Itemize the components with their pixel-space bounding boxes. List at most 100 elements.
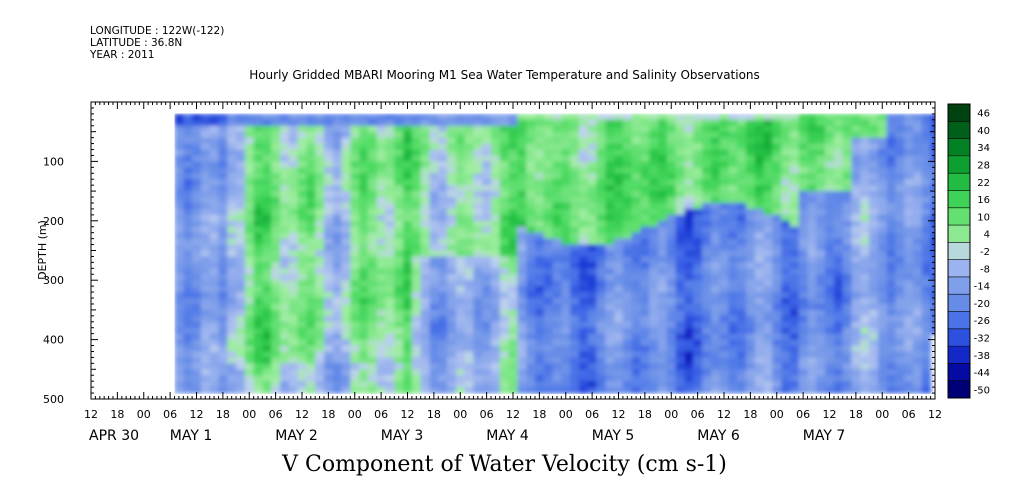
heatmap-cell <box>798 315 809 323</box>
heatmap-cell <box>288 387 299 394</box>
heatmap-cell <box>447 327 457 335</box>
heatmap-cell <box>877 369 888 376</box>
heatmap-cell <box>552 113 562 121</box>
heatmap-cell <box>403 345 413 353</box>
heatmap-cell <box>877 191 888 198</box>
heatmap-cell <box>622 185 633 192</box>
heatmap-cell <box>851 345 861 353</box>
heatmap-cell <box>323 137 334 145</box>
heatmap-cell <box>350 137 360 145</box>
heatmap-cell <box>482 363 492 370</box>
heatmap-cell <box>658 137 668 145</box>
heatmap-cell <box>350 143 360 151</box>
heatmap-cell <box>842 381 853 388</box>
heatmap-cell <box>218 113 228 121</box>
heatmap-cell <box>798 155 809 162</box>
heatmap-cell <box>860 298 870 305</box>
heatmap-cell <box>271 131 281 139</box>
heatmap-cell <box>614 167 624 174</box>
heatmap-cell <box>508 375 518 382</box>
heatmap-cell <box>587 274 598 281</box>
heatmap-cell <box>447 292 457 299</box>
heatmap-cell <box>693 274 703 281</box>
heatmap-cell <box>420 232 431 240</box>
heatmap-cell <box>271 113 281 121</box>
heatmap-cell <box>833 155 844 162</box>
heatmap-cell <box>789 369 800 376</box>
heatmap-cell <box>200 179 211 186</box>
heatmap-cell <box>728 202 738 210</box>
heatmap-cell <box>367 226 378 234</box>
heatmap-cell <box>350 179 360 186</box>
heatmap-cell <box>403 274 413 281</box>
heatmap-cell <box>473 381 483 388</box>
heatmap-cell <box>658 191 668 198</box>
heatmap-cell <box>781 256 791 263</box>
heatmap-cell <box>473 298 483 305</box>
heatmap-cell <box>631 387 642 394</box>
heatmap-cell <box>666 309 677 317</box>
heatmap-cell <box>209 280 220 287</box>
heatmap-cell <box>403 363 413 370</box>
heatmap-cell <box>693 137 703 145</box>
heatmap-cell <box>464 131 475 139</box>
heatmap-cell <box>236 250 246 258</box>
heatmap-cell <box>288 179 299 186</box>
heatmap-cell <box>376 161 387 168</box>
heatmap-cell <box>411 197 422 204</box>
heatmap-cell <box>534 351 545 359</box>
heatmap-cell <box>728 161 738 168</box>
heatmap-cell <box>403 208 413 216</box>
heatmap-cell <box>473 262 483 269</box>
heatmap-cell <box>658 286 668 293</box>
heatmap-cell <box>640 167 650 174</box>
heatmap-cell <box>666 268 677 275</box>
heatmap-cell <box>561 351 571 359</box>
heatmap-cell <box>877 292 888 299</box>
heatmap-cell <box>227 238 237 246</box>
heatmap-cell <box>842 167 853 174</box>
heatmap-cell <box>789 280 800 287</box>
heatmap-cell <box>666 363 677 370</box>
heatmap-cell <box>209 208 220 216</box>
heatmap-cell <box>798 238 809 246</box>
heatmap-cell <box>666 303 677 311</box>
heatmap-cell <box>209 185 220 192</box>
heatmap-cell <box>737 345 747 353</box>
heatmap-cell <box>482 315 492 323</box>
heatmap-cell <box>649 321 659 329</box>
heatmap-cell <box>420 226 431 234</box>
heatmap-cell <box>271 238 281 246</box>
heatmap-cell <box>578 161 589 168</box>
heatmap-cell <box>227 357 237 364</box>
heatmap-cell <box>561 256 571 263</box>
heatmap-cell <box>315 238 325 246</box>
heatmap-cell <box>332 238 343 246</box>
heatmap-cell <box>930 315 935 323</box>
heatmap-cell <box>913 244 923 252</box>
heatmap-cell <box>385 244 395 252</box>
heatmap-cell <box>271 179 281 186</box>
heatmap-cell <box>174 220 184 228</box>
heatmap-cell <box>482 303 492 311</box>
heatmap-cell <box>499 202 510 210</box>
heatmap-cell <box>403 268 413 275</box>
heatmap-cell <box>622 363 633 370</box>
heatmap-cell <box>253 298 264 305</box>
heatmap-cell <box>921 226 932 234</box>
heatmap-cell <box>816 268 826 275</box>
heatmap-cell <box>658 309 668 317</box>
x-hour-label: 00 <box>242 408 256 421</box>
heatmap-cell <box>825 345 835 353</box>
heatmap-cell <box>833 119 844 127</box>
heatmap-cell <box>403 262 413 269</box>
heatmap-cell <box>359 167 369 174</box>
heatmap-cell <box>253 274 264 281</box>
heatmap-cell <box>420 137 431 145</box>
colorbar-swatch <box>948 294 970 313</box>
heatmap-cell <box>614 357 624 364</box>
heatmap-cell <box>860 280 870 287</box>
heatmap-cell <box>429 125 439 133</box>
heatmap-cell <box>737 238 747 246</box>
heatmap-cell <box>833 167 844 174</box>
